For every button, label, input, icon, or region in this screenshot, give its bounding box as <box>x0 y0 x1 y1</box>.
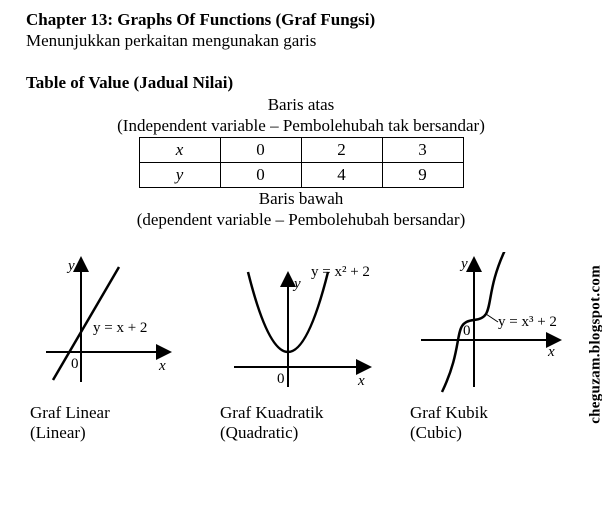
y-axis-label: y <box>459 256 468 272</box>
origin-label: 0 <box>71 356 79 372</box>
graphs-row: y x 0 y = x + 2 Graf Linear (Linear) <box>26 252 576 443</box>
table-note-bottom-2: (dependent variable – Pembolehubah bersa… <box>26 210 576 230</box>
equation-label: y = x + 2 <box>93 320 147 336</box>
value-table: x 0 2 3 y 0 4 9 <box>139 137 464 188</box>
section-title: Table of Value (Jadual Nilai) <box>26 73 576 93</box>
chapter-subtitle: Menunjukkan perkaitan mengunakan garis <box>26 31 576 51</box>
origin-label: 0 <box>463 323 471 339</box>
y-axis-label: y <box>292 276 301 292</box>
row-label-y: y <box>139 163 220 188</box>
table-note-top-1: Baris atas <box>26 95 576 115</box>
graph-label-ms: Graf Kuadratik <box>216 403 386 423</box>
graph-label-ms: Graf Kubik <box>406 403 576 423</box>
table-row: x 0 2 3 <box>139 138 463 163</box>
table-cell: 3 <box>382 138 463 163</box>
table-cell: 9 <box>382 163 463 188</box>
origin-label: 0 <box>277 371 285 387</box>
table-cell: 4 <box>301 163 382 188</box>
x-axis-label: x <box>357 373 365 389</box>
equation-label: y = x² + 2 <box>311 264 370 280</box>
table-cell: 0 <box>220 138 301 163</box>
row-label-x: x <box>139 138 220 163</box>
graph-quadratic: y x 0 y = x² + 2 Graf Kuadratik (Quadrat… <box>216 252 386 443</box>
graph-label-en: (Linear) <box>26 423 196 443</box>
table-note-bottom-1: Baris bawah <box>26 189 576 209</box>
graph-label-ms: Graf Linear <box>26 403 196 423</box>
table-row: y 0 4 9 <box>139 163 463 188</box>
graph-cubic: y x 0 y = x³ + 2 Graf Kubik (Cubic) <box>406 252 576 443</box>
chapter-title: Chapter 13: Graphs Of Functions (Graf Fu… <box>26 10 576 30</box>
watermark-text: cheguzam.blogspot.com <box>588 265 602 424</box>
graph-linear: y x 0 y = x + 2 Graf Linear (Linear) <box>26 252 196 443</box>
y-axis-label: y <box>66 258 75 274</box>
table-cell: 0 <box>220 163 301 188</box>
x-axis-label: x <box>547 344 555 360</box>
table-cell: 2 <box>301 138 382 163</box>
graph-label-en: (Quadratic) <box>216 423 386 443</box>
graph-label-en: (Cubic) <box>406 423 576 443</box>
x-axis-label: x <box>158 358 166 374</box>
table-note-top-2: (Independent variable – Pembolehubah tak… <box>26 116 576 136</box>
equation-label: y = x³ + 2 <box>498 314 557 330</box>
